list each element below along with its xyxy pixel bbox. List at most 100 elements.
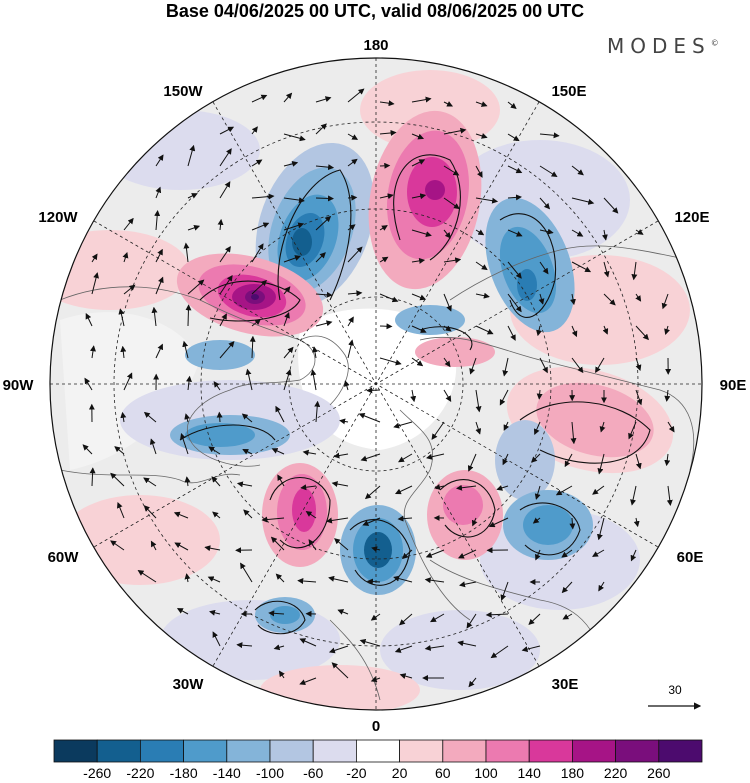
wind-arrow-icon [362, 517, 381, 526]
wind-arrow-icon [399, 613, 413, 626]
wind-arrow-icon [411, 159, 426, 167]
wind-arrow-icon [219, 274, 233, 295]
wind-arrow-icon [339, 418, 349, 425]
wind-arrow-icon [251, 159, 263, 167]
wind-arrow-icon [499, 389, 509, 406]
wind-arrow-icon [180, 432, 189, 455]
wind-arrow-icon [360, 453, 381, 462]
colorbar-tick-label: -180 [170, 765, 198, 781]
wind-arrow-icon [278, 670, 285, 679]
wind-arrow-icon [120, 411, 127, 423]
wind-arrow-icon [347, 339, 354, 359]
wind-arrow-icon [571, 261, 592, 273]
wind-arrow-icon [219, 313, 227, 327]
wind-arrow-icon [315, 164, 335, 171]
wind-arrow-icon [496, 485, 509, 491]
wind-arrow-icon [666, 485, 673, 506]
colorbar-tick-label: 260 [647, 765, 671, 781]
wind-arrow-icon [212, 631, 221, 647]
wind-arrow-icon [283, 222, 305, 231]
wind-arrow-icon [532, 517, 541, 524]
wind-arrow-icon [184, 413, 191, 423]
wind-arrow-icon [599, 421, 606, 433]
colorbar-tick-label: -140 [213, 765, 241, 781]
map-disk [50, 58, 702, 710]
colorbar-swatch [485, 739, 530, 763]
colorbar-swatch [442, 739, 487, 763]
lon-label-90e: 90E [720, 377, 747, 394]
wind-arrow-icon [443, 257, 462, 264]
wind-arrow-icon [535, 549, 541, 561]
wind-arrow-icon [182, 340, 189, 359]
wind-arrow-icon [347, 316, 354, 327]
lon-label-180: 180 [363, 37, 388, 54]
wind-arrow-icon [507, 293, 522, 313]
wind-arrow-icon [143, 505, 157, 519]
wind-arrow-icon [500, 581, 509, 601]
wind-arrow-icon [184, 476, 191, 487]
wind-arrow-icon [538, 293, 545, 305]
wind-arrow-icon [628, 421, 637, 440]
wind-vectors [82, 88, 675, 688]
wind-arrow-icon [366, 578, 381, 585]
wind-arrow-icon [315, 195, 334, 202]
wind-arrow-icon [507, 133, 520, 142]
wind-arrow-icon [219, 181, 231, 199]
wind-arrow-icon [430, 613, 445, 623]
wind-arrow-icon [475, 165, 483, 178]
colorbar-swatch [399, 739, 444, 763]
wind-arrow-icon [122, 251, 129, 263]
wind-arrow-icon [539, 261, 549, 275]
wind-arrow-icon [110, 472, 125, 487]
wind-arrow-icon [443, 389, 452, 402]
colorbar-swatch [183, 739, 228, 763]
wind-arrow-icon [315, 252, 326, 263]
wind-arrow-icon [251, 193, 275, 200]
wind-arrow-icon [273, 644, 285, 651]
wind-arrow-icon [328, 575, 349, 583]
wind-arrow-icon [305, 511, 317, 519]
anomaly-shading [50, 70, 690, 710]
wind-arrow-icon [411, 193, 427, 200]
wind-arrow-icon [633, 517, 640, 528]
lon-label-0: 0 [372, 718, 380, 735]
wind-arrow-icon [425, 549, 445, 558]
wind-arrow-icon [275, 405, 285, 423]
wind-arrow-icon [507, 261, 522, 279]
wind-arrow-icon [664, 389, 671, 402]
wind-arrow-icon [366, 387, 381, 394]
wind-arrow-icon [434, 483, 445, 490]
coastlines [59, 245, 695, 701]
colorbar-swatch [615, 739, 660, 763]
wind-arrow-icon [411, 229, 432, 237]
wind-arrow-icon [411, 133, 425, 140]
wind-arrow-icon [443, 293, 452, 312]
wind-arrow-icon [358, 413, 381, 423]
wind-arrow-icon [539, 165, 558, 178]
colorbar-tick-label: 60 [435, 765, 451, 781]
wind-arrow-icon [283, 368, 292, 391]
wind-arrow-icon [277, 474, 285, 487]
wind-arrow-icon [84, 377, 93, 391]
wind-arrow-icon [331, 481, 349, 487]
wind-arrow-icon [475, 389, 482, 413]
lon-label-150e: 150E [551, 83, 586, 100]
wind-arrow-icon [91, 272, 99, 295]
wind-arrow-icon [251, 94, 268, 103]
wind-arrow-icon [283, 160, 299, 167]
wind-arrow-icon [347, 194, 358, 201]
wind-arrow-icon [251, 318, 261, 327]
wind-arrow-icon [443, 197, 460, 210]
wind-arrow-icon [283, 312, 290, 327]
wind-arrow-icon [456, 484, 477, 491]
meridians [50, 58, 702, 710]
wind-arrow-icon [536, 389, 543, 400]
colorbar-tick-label: -20 [346, 765, 366, 781]
wind-arrow-icon [630, 549, 637, 562]
longitude-labels: 180 150W 150E 120W 120E 90W 90E 60W 60E … [3, 37, 747, 735]
wind-arrow-icon [457, 549, 477, 559]
wind-arrow-icon [459, 581, 477, 588]
wind-arrow-icon [528, 613, 541, 625]
wind-arrow-icon [251, 222, 270, 231]
